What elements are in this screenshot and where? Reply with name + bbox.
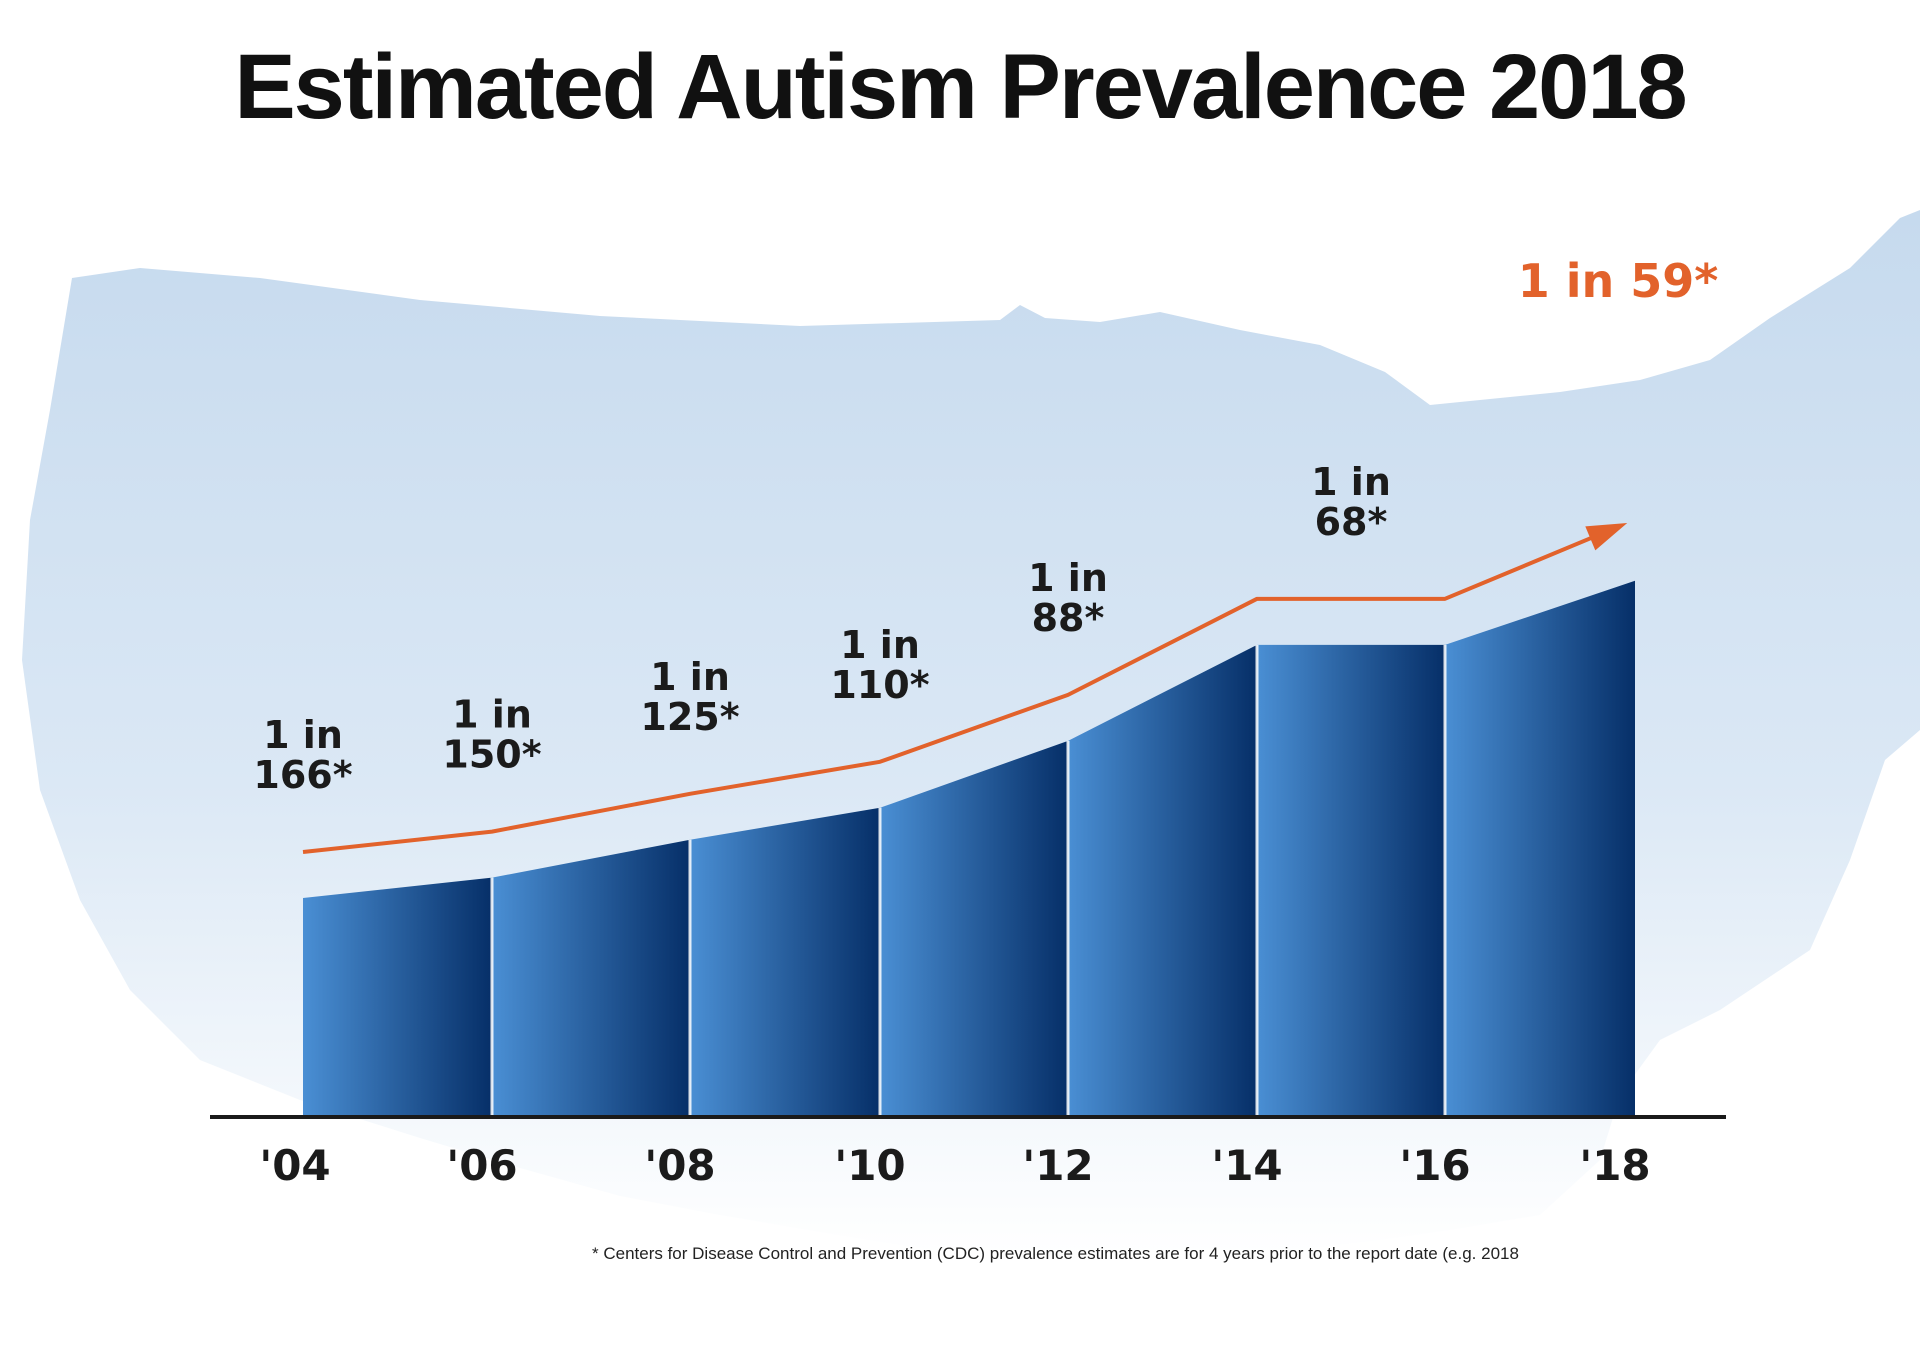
data-label-line2: 166* — [253, 753, 352, 797]
data-label-line1: 1 in — [650, 655, 730, 699]
x-tick-label-18: '18 — [1579, 1141, 1650, 1190]
data-label-line2: 150* — [442, 733, 541, 777]
data-label-06: 1 in 150* — [442, 693, 541, 777]
bar-segment-12 — [1068, 644, 1257, 1115]
data-label-line1: 1 in — [263, 713, 343, 757]
data-label-line1: 1 in — [1028, 556, 1108, 600]
data-labels-group: 1 in 166*1 in 150*1 in 125*1 in 110*1 in 88*1… — [253, 254, 1718, 797]
data-label-08: 1 in 125* — [640, 655, 739, 739]
trend-line — [302, 524, 1619, 854]
data-label-line2: 110* — [830, 663, 929, 707]
x-tick-label-16: '16 — [1399, 1141, 1470, 1190]
x-tick-label-06: '06 — [446, 1141, 517, 1190]
data-label-line2: 125* — [640, 695, 739, 739]
bars-group — [303, 580, 1635, 1115]
footnote: * Centers for Disease Control and Preven… — [592, 1244, 1519, 1263]
data-label-line1: 1 in — [840, 623, 920, 667]
bar-segment-06 — [492, 839, 690, 1115]
trend-arrowhead — [1585, 522, 1628, 551]
data-label-line1: 1 in — [452, 693, 532, 737]
x-tick-label-04: '04 — [259, 1141, 330, 1190]
trend-line-group — [302, 522, 1628, 854]
data-label-line2: 88* — [1032, 596, 1105, 640]
chart-title: Estimated Autism Prevalence 2018 — [234, 36, 1687, 138]
bar-segment-14 — [1257, 644, 1445, 1115]
x-tick-label-10: '10 — [834, 1141, 905, 1190]
x-tick-label-14: '14 — [1211, 1141, 1282, 1190]
data-label-04: 1 in 166* — [253, 713, 352, 797]
bar-segment-04 — [303, 877, 492, 1115]
data-label-14: 1 in 68* — [1311, 460, 1391, 544]
x-tick-label-12: '12 — [1022, 1141, 1093, 1190]
bar-segment-16 — [1445, 580, 1635, 1115]
data-label-12: 1 in 88* — [1028, 556, 1108, 640]
x-tick-label-08: '08 — [644, 1141, 715, 1190]
highlight-label-2018: 1 in 59* — [1518, 254, 1719, 308]
x-tick-labels-group: '04 '06 '08 '10 '12 '14 '16 '18 — [259, 1141, 1650, 1190]
bar-segment-10 — [880, 740, 1068, 1115]
bar-segment-08 — [690, 807, 880, 1115]
data-label-10: 1 in 110* — [830, 623, 929, 707]
data-label-line1: 1 in — [1311, 460, 1391, 504]
data-label-line2: 68* — [1315, 500, 1388, 544]
